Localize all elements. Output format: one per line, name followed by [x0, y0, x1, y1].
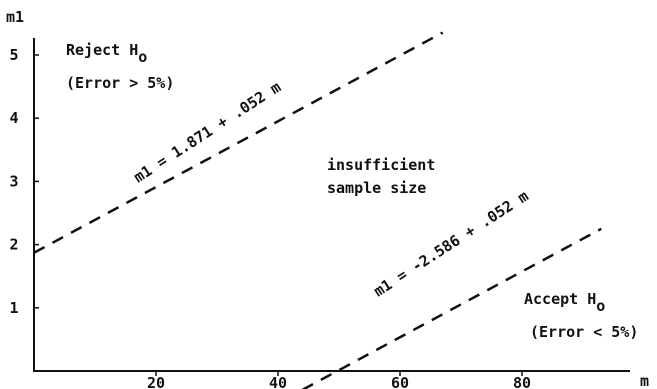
- x-tick-label: 20: [147, 374, 165, 389]
- x-axis-label: m: [640, 372, 649, 389]
- reject-title: Reject Ho: [66, 41, 147, 66]
- lower-line-equation: m1 = -2.586 + .052 m: [370, 187, 531, 300]
- y-tick-label: 1: [9, 299, 18, 317]
- y-tick-label: 4: [9, 109, 18, 127]
- x-tick-label: 40: [269, 374, 287, 389]
- reject-subscript: o: [138, 48, 147, 66]
- axis-ticks: 20 40 60 80 1 2 3 4 5: [9, 46, 531, 389]
- reject-error: (Error > 5%): [66, 74, 174, 92]
- decision-lines: [33, 31, 602, 389]
- lower-boundary-line: [301, 227, 602, 389]
- y-axis-label-main: m1: [6, 8, 24, 26]
- x-tick-label: 80: [513, 374, 531, 389]
- y-axis-label: m1: [6, 8, 24, 26]
- y-tick-label: 5: [9, 46, 18, 64]
- y-tick-label: 3: [9, 172, 18, 190]
- middle-label-line1: insufficient: [327, 156, 435, 174]
- accept-title: Accept Ho: [524, 290, 605, 315]
- accept-error: (Error < 5%): [530, 323, 638, 341]
- middle-label-line2: sample size: [327, 179, 426, 197]
- upper-boundary-line: [33, 31, 444, 254]
- x-tick-label: 60: [391, 374, 409, 389]
- accept-subscript: o: [596, 297, 605, 315]
- y-tick-label: 2: [9, 236, 18, 254]
- upper-line-equation: m1 = 1.871 + .052 m: [130, 78, 284, 187]
